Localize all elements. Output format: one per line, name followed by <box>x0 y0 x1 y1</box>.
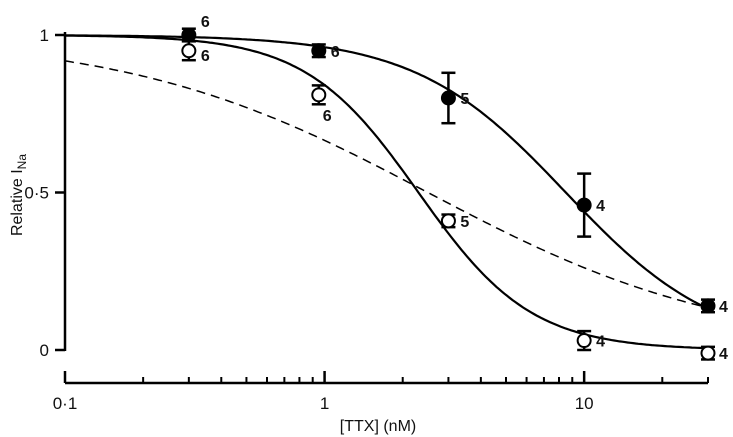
filled-data-point <box>182 29 195 42</box>
n-label: 6 <box>201 48 210 65</box>
open-series-fit-curve <box>65 36 708 349</box>
open-data-point <box>578 334 591 347</box>
n-label: 5 <box>460 91 469 108</box>
y-axis-title-subscript: Na <box>15 154 29 170</box>
open-data-point <box>312 88 325 101</box>
n-label: 4 <box>596 334 605 351</box>
data-points: 6 6 5 4 4 6 6 5 4 4 <box>182 14 728 363</box>
y-tick-label: 1 <box>40 26 49 45</box>
n-label: 6 <box>201 14 210 31</box>
filled-data-point <box>442 92 455 105</box>
n-label: 4 <box>719 299 728 316</box>
n-label: 6 <box>323 108 332 125</box>
x-tick-label: 0·1 <box>53 394 78 413</box>
x-tick-label: 10 <box>575 394 594 413</box>
x-axis-title: [TTX] (nM) <box>340 418 416 435</box>
n-label: 6 <box>331 44 340 61</box>
dashed-reference-curve <box>65 61 708 308</box>
axes: 0 0·5 1 0·1 1 10 <box>24 26 708 413</box>
open-data-point <box>702 347 715 360</box>
n-label: 5 <box>460 214 469 231</box>
y-axis-title-main: Relative I <box>9 169 26 236</box>
filled-data-point <box>702 299 715 312</box>
open-data-point <box>442 214 455 227</box>
y-tick-label: 0·5 <box>24 184 49 203</box>
filled-data-point <box>578 199 591 212</box>
n-label: 4 <box>596 198 605 215</box>
fit-curves <box>65 35 708 348</box>
y-tick-label: 0 <box>40 341 49 360</box>
open-data-point <box>182 44 195 57</box>
filled-data-point <box>312 44 325 57</box>
filled-series-fit-curve <box>65 35 708 308</box>
n-label: 4 <box>719 346 728 363</box>
x-tick-label: 1 <box>320 394 329 413</box>
